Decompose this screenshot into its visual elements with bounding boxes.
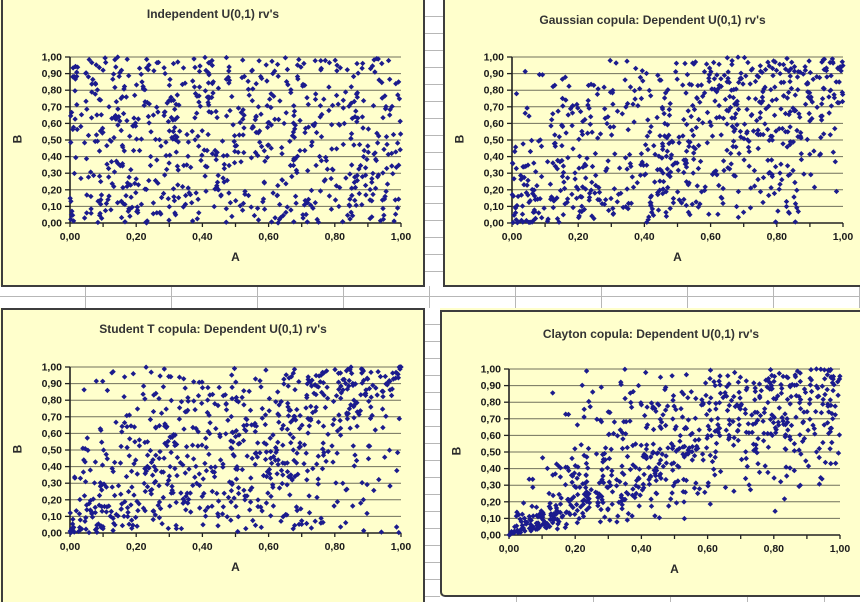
x-axis-label: A — [231, 560, 240, 574]
svg-text:0,80: 0,80 — [767, 231, 788, 243]
svg-text:1,00: 1,00 — [42, 362, 63, 374]
svg-text:0,10: 0,10 — [42, 511, 63, 523]
svg-text:0,80: 0,80 — [325, 541, 346, 553]
svg-text:0,70: 0,70 — [42, 411, 63, 423]
svg-text:0,00: 0,00 — [60, 231, 81, 243]
svg-text:0,60: 0,60 — [697, 543, 718, 555]
svg-text:0,80: 0,80 — [325, 231, 346, 243]
spreadsheet-cells-column-bottom[interactable] — [425, 308, 440, 602]
spreadsheet-cells-column-top[interactable] — [425, 0, 443, 287]
svg-text:0,30: 0,30 — [484, 168, 505, 180]
svg-text:0,20: 0,20 — [481, 496, 502, 508]
svg-text:1,00: 1,00 — [391, 541, 412, 553]
svg-text:0,60: 0,60 — [258, 541, 279, 553]
svg-text:0,00: 0,00 — [499, 543, 520, 555]
svg-text:0,40: 0,40 — [484, 151, 505, 163]
svg-text:1,00: 1,00 — [833, 231, 854, 243]
svg-text:0,00: 0,00 — [60, 541, 81, 553]
svg-text:0,50: 0,50 — [42, 445, 63, 457]
svg-text:0,80: 0,80 — [42, 395, 63, 407]
svg-text:0,50: 0,50 — [42, 135, 63, 147]
svg-text:0,90: 0,90 — [484, 68, 505, 80]
svg-text:0,00: 0,00 — [484, 218, 505, 230]
chart-gaussian-copula[interactable]: Gaussian copula: Dependent U(0,1) rv's B… — [443, 0, 860, 287]
svg-text:0,60: 0,60 — [700, 231, 721, 243]
svg-text:0,80: 0,80 — [481, 397, 502, 409]
svg-text:0,20: 0,20 — [565, 543, 586, 555]
svg-text:0,10: 0,10 — [481, 513, 502, 525]
svg-text:1,00: 1,00 — [391, 231, 412, 243]
svg-text:0,20: 0,20 — [126, 231, 147, 243]
chart-clayton-copula[interactable]: Clayton copula: Dependent U(0,1) rv's B … — [440, 310, 860, 597]
svg-text:0,70: 0,70 — [484, 101, 505, 113]
svg-text:0,70: 0,70 — [481, 413, 502, 425]
chart-title: Independent U(0,1) rv's — [146, 7, 280, 21]
chart-title: Student T copula: Dependent U(0,1) rv's — [99, 322, 327, 336]
svg-text:0,00: 0,00 — [481, 530, 502, 542]
svg-text:0,50: 0,50 — [481, 447, 502, 459]
svg-text:0,10: 0,10 — [484, 201, 505, 213]
chart-title: Clayton copula: Dependent U(0,1) rv's — [542, 327, 760, 341]
spreadsheet-cells-row-bottom[interactable] — [440, 596, 860, 602]
svg-text:0,20: 0,20 — [484, 184, 505, 196]
svg-text:0,40: 0,40 — [634, 231, 655, 243]
scatter-plot: 1,00 0,90 0,80 0,70 0,60 0,50 0,40 0,30 0,20 0,10… — [42, 52, 412, 244]
svg-text:0,00: 0,00 — [42, 528, 63, 540]
svg-text:0,10: 0,10 — [42, 201, 63, 213]
svg-text:1,00: 1,00 — [481, 364, 502, 376]
svg-text:1,00: 1,00 — [830, 543, 851, 555]
svg-text:0,90: 0,90 — [481, 380, 502, 392]
svg-text:0,90: 0,90 — [42, 68, 63, 80]
svg-text:0,80: 0,80 — [764, 543, 785, 555]
svg-text:0,60: 0,60 — [481, 430, 502, 442]
scatter-plot: 1,00 0,90 0,80 0,70 0,60 0,50 0,40 0,30 0,20 0,10… — [42, 362, 412, 554]
svg-text:0,80: 0,80 — [42, 85, 63, 97]
svg-text:0,60: 0,60 — [258, 231, 279, 243]
svg-text:0,60: 0,60 — [42, 118, 63, 130]
svg-text:1,00: 1,00 — [42, 52, 63, 64]
svg-text:0,00: 0,00 — [502, 231, 523, 243]
chart-student-t-copula[interactable]: Student T copula: Dependent U(0,1) rv's … — [1, 308, 425, 602]
spreadsheet-cells-row-middle[interactable] — [0, 286, 860, 308]
svg-text:0,50: 0,50 — [484, 135, 505, 147]
x-axis-label: A — [231, 250, 240, 264]
svg-text:0,20: 0,20 — [568, 231, 589, 243]
svg-text:0,60: 0,60 — [42, 428, 63, 440]
svg-text:0,20: 0,20 — [42, 494, 63, 506]
svg-text:0,40: 0,40 — [42, 151, 63, 163]
svg-text:0,40: 0,40 — [192, 541, 213, 553]
scatter-plot: 1,00 0,90 0,80 0,70 0,60 0,50 0,40 0,30 0,20 0,10… — [481, 364, 851, 556]
svg-text:0,00: 0,00 — [42, 218, 63, 230]
svg-text:0,30: 0,30 — [42, 478, 63, 490]
svg-text:0,30: 0,30 — [42, 168, 63, 180]
x-axis-label: A — [670, 562, 679, 576]
svg-text:0,30: 0,30 — [481, 480, 502, 492]
x-axis-label: A — [673, 250, 682, 264]
svg-text:0,60: 0,60 — [484, 118, 505, 130]
svg-text:0,70: 0,70 — [42, 101, 63, 113]
svg-text:0,40: 0,40 — [192, 231, 213, 243]
svg-text:0,40: 0,40 — [42, 461, 63, 473]
svg-text:0,20: 0,20 — [42, 184, 63, 196]
chart-title: Gaussian copula: Dependent U(0,1) rv's — [539, 13, 766, 27]
scatter-plot: 1,00 0,90 0,80 0,70 0,60 0,50 0,40 0,30 0,20 0,10… — [484, 52, 854, 244]
svg-text:0,80: 0,80 — [484, 85, 505, 97]
svg-text:0,20: 0,20 — [126, 541, 147, 553]
svg-text:0,90: 0,90 — [42, 378, 63, 390]
svg-text:0,40: 0,40 — [631, 543, 652, 555]
svg-text:0,40: 0,40 — [481, 463, 502, 475]
chart-independent[interactable]: Independent U(0,1) rv's B A 1,00 0,90 0,80… — [1, 0, 425, 287]
svg-text:1,00: 1,00 — [484, 52, 505, 64]
